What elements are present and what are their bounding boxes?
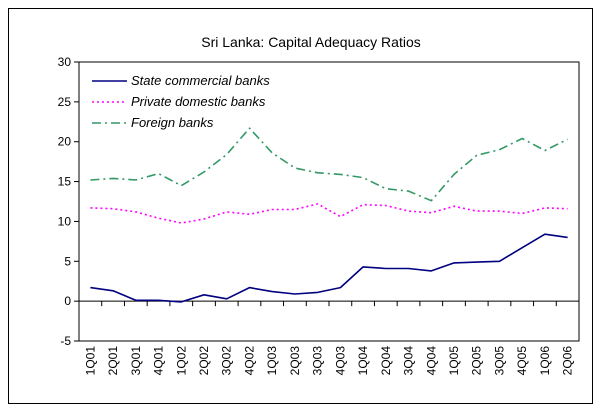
x-tick-label: 4Q03	[333, 346, 347, 376]
series-line-2	[90, 203, 568, 224]
x-tick-label: 1Q03	[265, 346, 279, 376]
x-tick-label: 4Q05	[515, 346, 529, 376]
x-tick-label: 1Q02	[174, 346, 188, 376]
x-tick-label: 4Q04	[424, 346, 438, 376]
plot-area	[78, 61, 580, 342]
x-tick-label: 3Q03	[311, 346, 325, 376]
x-tick-label: 3Q01	[129, 346, 143, 376]
y-tick-label: 15	[58, 175, 72, 189]
x-tick-label: 2Q03	[288, 346, 302, 376]
x-tick-label: 3Q04	[402, 346, 416, 376]
x-tick-label: 3Q05	[492, 346, 506, 376]
x-tick-label: 2Q02	[197, 346, 211, 376]
x-axis: 1Q01 2Q01 3Q01 4Q01 1Q02 2Q02 3Q02 4Q02 1Q03 2Q03…	[78, 300, 580, 376]
y-tick-label: 0	[64, 294, 71, 308]
series-line-1	[90, 233, 568, 303]
x-tick-label: 2Q04	[379, 346, 393, 376]
legend-label-3: Foreign banks	[131, 115, 214, 130]
y-tick-label: 5	[64, 254, 71, 268]
y-tick-label: 25	[58, 95, 72, 109]
x-tick-label: 3Q02	[220, 346, 234, 376]
legend: State commercial banks Private domestic b…	[92, 73, 270, 130]
series-line-3	[90, 127, 568, 202]
x-tick-label: 1Q01	[83, 346, 97, 376]
x-tick-label: 4Q02	[242, 346, 256, 376]
chart-title: Sri Lanka: Capital Adequacy Ratios	[201, 34, 420, 50]
legend-label-1: State commercial banks	[131, 73, 270, 88]
y-tick-label: -5	[60, 334, 71, 348]
x-tick-label: 1Q06	[538, 346, 552, 376]
y-tick-label: 30	[58, 55, 72, 69]
x-tick-label: 2Q01	[106, 346, 120, 376]
series-layer	[90, 127, 568, 303]
x-tick-label: 1Q05	[447, 346, 461, 376]
x-tick-label: 2Q05	[470, 346, 484, 376]
y-tick-label: 20	[58, 135, 72, 149]
legend-label-2: Private domestic banks	[131, 94, 266, 109]
y-tick-label: 10	[58, 214, 72, 228]
x-tick-label: 1Q04	[356, 346, 370, 376]
y-axis: -5 0 5 10 15 20 25 30	[58, 55, 79, 348]
x-tick-label: 2Q06	[561, 346, 575, 376]
x-tick-label: 4Q01	[152, 346, 166, 376]
